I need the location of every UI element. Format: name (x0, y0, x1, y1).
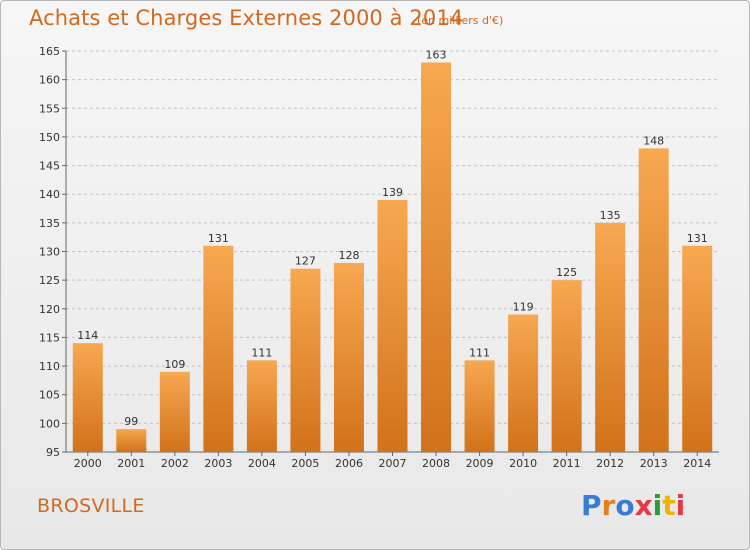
bar-2006 (333, 262, 364, 452)
bar-2008 (421, 62, 452, 452)
data-label-2000: 114 (77, 329, 98, 342)
x-tick-label-2003: 2003 (204, 457, 232, 470)
chart-title: Achats et Charges Externes 2000 à 2014 (29, 6, 464, 30)
logo-letter: i (675, 489, 686, 522)
data-label-2012: 135 (600, 209, 621, 222)
x-tick-label-2007: 2007 (379, 457, 407, 470)
commune-name: BROSVILLE (37, 495, 145, 517)
x-tick-label-2010: 2010 (509, 457, 537, 470)
y-tick-label: 115 (39, 331, 60, 344)
y-tick-label: 100 (39, 417, 60, 430)
x-tick-label-2001: 2001 (117, 457, 145, 470)
x-tick-label-2004: 2004 (248, 457, 276, 470)
bar-2005 (290, 268, 321, 452)
bar-2002 (159, 371, 190, 452)
logo-letter: t (662, 489, 676, 522)
y-tick-label: 160 (39, 74, 60, 87)
bar-2004 (246, 360, 277, 452)
logo-letter: i (652, 489, 663, 522)
chart-subtitle: (en milliers d'€) (417, 14, 504, 27)
bar-2003 (203, 245, 234, 452)
y-tick-labels: 95 100 105 110 115 120 125 130 135 140 145 150 155 16… (39, 45, 60, 459)
data-labels: 114 99 109 131 111 127 128 139 163 111 119 125 135 14… (77, 48, 707, 428)
bar-2012 (595, 222, 626, 452)
data-label-2010: 119 (513, 301, 534, 314)
bar-2014 (682, 245, 713, 452)
x-tick-label-2005: 2005 (291, 457, 319, 470)
bar-2009 (464, 360, 495, 452)
x-tick-label-2012: 2012 (596, 457, 624, 470)
y-tick-label: 105 (39, 389, 60, 402)
bar-2007 (377, 199, 408, 452)
x-tick-label-2006: 2006 (335, 457, 363, 470)
y-tick-label: 95 (46, 446, 60, 459)
y-tick-label: 130 (39, 246, 60, 259)
x-tick-label-2008: 2008 (422, 457, 450, 470)
data-label-2005: 127 (295, 255, 316, 268)
data-label-2011: 125 (556, 266, 577, 279)
bars (72, 62, 713, 452)
data-label-2002: 109 (164, 358, 185, 371)
x-tick-label-2011: 2011 (553, 457, 581, 470)
y-tick-label: 150 (39, 131, 60, 144)
data-label-2003: 131 (208, 232, 229, 245)
x-tick-label-2000: 2000 (74, 457, 102, 470)
logo-letter: P (581, 489, 602, 522)
y-tick-label: 125 (39, 274, 60, 287)
data-label-2007: 139 (382, 186, 403, 199)
y-tick-label: 155 (39, 102, 60, 115)
y-tick-label: 135 (39, 217, 60, 230)
data-label-2013: 148 (643, 134, 664, 147)
bar-2013 (638, 148, 669, 452)
y-tick-label: 120 (39, 303, 60, 316)
data-label-2004: 111 (251, 346, 272, 359)
y-tick-label: 145 (39, 160, 60, 173)
x-tick-label-2013: 2013 (640, 457, 668, 470)
logo-letter: o (615, 489, 635, 522)
logo-letter: r (601, 489, 616, 522)
data-label-2014: 131 (687, 232, 708, 245)
data-label-2006: 128 (338, 249, 359, 262)
y-tick-label: 140 (39, 188, 60, 201)
data-label-2009: 111 (469, 346, 490, 359)
bar-2010 (508, 314, 539, 452)
data-label-2001: 99 (124, 415, 138, 428)
proxiti-logo: Proxiti (581, 489, 685, 522)
x-tick-label-2009: 2009 (466, 457, 494, 470)
x-tick-labels: 2000 2001 2002 2003 2004 2005 2006 2007 2008 2009… (74, 457, 711, 470)
logo-letter: x (634, 489, 653, 522)
x-tick-label-2002: 2002 (161, 457, 189, 470)
x-tick-label-2014: 2014 (683, 457, 711, 470)
bar-2011 (551, 280, 582, 452)
bar-2000 (72, 343, 103, 452)
bar-2001 (116, 429, 147, 452)
y-tick-label: 110 (39, 360, 60, 373)
data-label-2008: 163 (426, 48, 447, 61)
y-tick-label: 165 (39, 45, 60, 58)
